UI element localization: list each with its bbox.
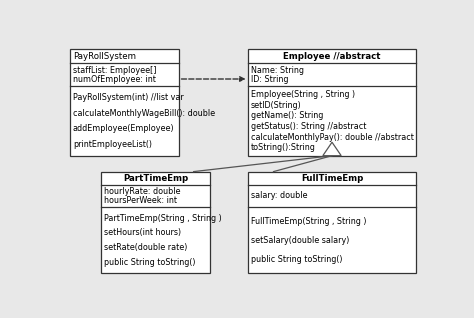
Text: FullTimeEmp: FullTimeEmp [301, 174, 363, 183]
Text: ID: String: ID: String [251, 75, 289, 84]
Text: PayRollSystem: PayRollSystem [73, 52, 136, 61]
Bar [248, 172, 416, 273]
Text: public String toString(): public String toString() [104, 258, 196, 267]
Text: getStatus(): String //abstract: getStatus(): String //abstract [251, 122, 366, 131]
Text: setID(String): setID(String) [251, 100, 302, 110]
Text: calculateMonthlyPay(): double //abstract: calculateMonthlyPay(): double //abstract [251, 133, 414, 142]
Bar [101, 172, 210, 273]
Text: Employee(String , String ): Employee(String , String ) [251, 90, 355, 99]
Text: PartTimeEmp(String , String ): PartTimeEmp(String , String ) [104, 214, 222, 223]
Text: setSalary(double salary): setSalary(double salary) [251, 236, 349, 245]
Polygon shape [323, 142, 341, 156]
Text: staffList: Employee[]: staffList: Employee[] [73, 66, 156, 74]
Text: hoursPerWeek: int: hoursPerWeek: int [104, 196, 177, 205]
Text: PartTimeEmp: PartTimeEmp [123, 174, 188, 183]
Text: numOfEmployee: int: numOfEmployee: int [73, 75, 156, 84]
Bar [248, 49, 416, 156]
Bar [70, 49, 179, 156]
Text: hourlyRate: double: hourlyRate: double [104, 187, 181, 196]
Text: public String toString(): public String toString() [251, 255, 343, 264]
Text: setRate(double rate): setRate(double rate) [104, 243, 187, 252]
Text: printEmployeeList(): printEmployeeList() [73, 140, 152, 149]
Text: toString():String: toString():String [251, 143, 316, 152]
Text: Employee //abstract: Employee //abstract [283, 52, 381, 61]
Text: setHours(int hours): setHours(int hours) [104, 228, 181, 237]
Text: Name: String: Name: String [251, 66, 304, 74]
Text: addEmployee(Employee): addEmployee(Employee) [73, 124, 174, 133]
Text: salary: double: salary: double [251, 191, 308, 200]
Text: PayRollSystem(int) //list var: PayRollSystem(int) //list var [73, 93, 183, 102]
Text: getName(): String: getName(): String [251, 111, 323, 120]
Text: calculateMonthlyWageBill(): double: calculateMonthlyWageBill(): double [73, 109, 215, 118]
Text: FullTimeEmp(String , String ): FullTimeEmp(String , String ) [251, 217, 366, 226]
